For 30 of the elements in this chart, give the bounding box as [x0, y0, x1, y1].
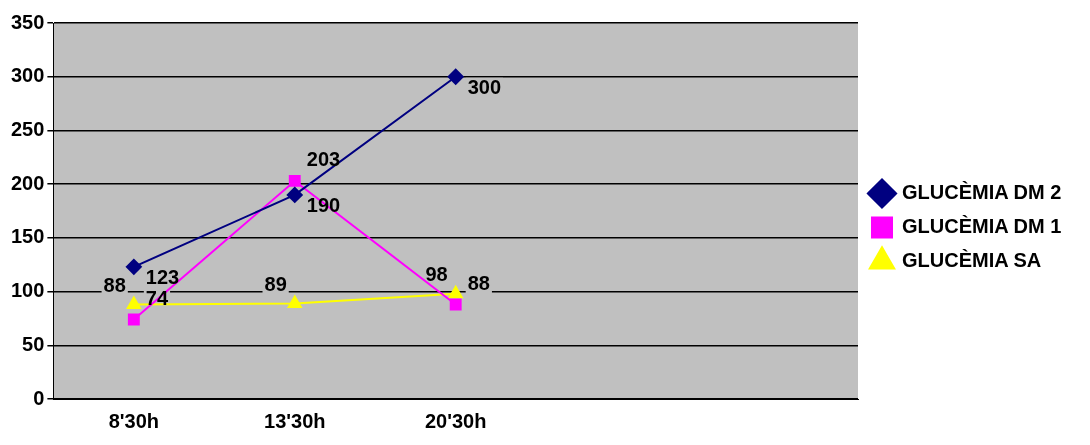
point [288, 174, 301, 187]
data-label: 300 [467, 76, 502, 99]
point [125, 258, 142, 275]
point [448, 285, 463, 299]
data-label: 203 [306, 148, 341, 171]
y-tick-label: 100 [10, 279, 45, 302]
legend-label: GLUCÈMIA DM 2 [902, 181, 1062, 204]
point [127, 313, 140, 326]
y-tick-label: 0 [33, 386, 45, 409]
y-tick-label: 200 [10, 171, 45, 194]
point [286, 186, 303, 203]
legend-label: GLUCÈMIA SA [902, 249, 1042, 272]
data-label: 88 [467, 271, 490, 294]
x-tick-label: 20'30h [424, 409, 487, 432]
point [449, 298, 462, 311]
y-tick-label: 50 [22, 332, 45, 355]
point [126, 296, 141, 309]
y-tick-label: 350 [10, 10, 45, 33]
y-tick-label: 250 [10, 117, 45, 140]
data-label: 123 [145, 266, 180, 289]
data-label: 88 [103, 273, 126, 296]
data-label: 89 [264, 272, 287, 295]
data-label: 98 [425, 263, 448, 286]
y-tick-label: 300 [10, 64, 45, 87]
x-tick-label: 8'30h [108, 409, 159, 432]
y-tick-label: 150 [10, 225, 45, 248]
x-tick-label: 13'30h [264, 409, 326, 432]
legend-label: GLUCÈMIA DM 1 [902, 215, 1062, 238]
point [287, 295, 302, 308]
point [447, 68, 464, 85]
